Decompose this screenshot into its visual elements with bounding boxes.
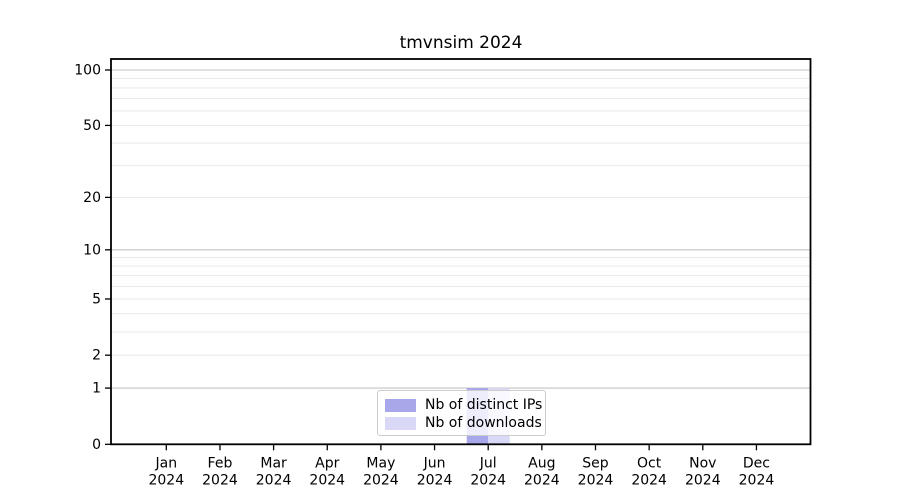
svg-text:Jan: Jan <box>155 455 178 471</box>
decade-gridlines <box>111 69 811 389</box>
svg-text:5: 5 <box>92 291 101 307</box>
svg-text:2024: 2024 <box>309 472 345 488</box>
svg-text:Apr: Apr <box>315 455 339 471</box>
svg-text:50: 50 <box>83 118 101 134</box>
legend-label-downloads: Nb of downloads <box>425 415 542 431</box>
svg-text:Sep: Sep <box>582 455 609 471</box>
svg-text:2024: 2024 <box>256 472 292 488</box>
y-axis: 0 1 2 5 10 20 50 100 <box>74 62 111 453</box>
svg-text:Aug: Aug <box>528 455 555 471</box>
plot-border <box>110 58 812 446</box>
legend-swatch-distinct-ips <box>385 398 416 412</box>
svg-text:2024: 2024 <box>685 472 721 488</box>
svg-text:Nov: Nov <box>689 455 716 471</box>
svg-text:Mar: Mar <box>260 455 287 471</box>
svg-text:Oct: Oct <box>637 455 662 471</box>
legend-swatch-downloads <box>385 416 416 430</box>
minor-gridlines <box>111 77 811 356</box>
legend: Nb of distinct IPs Nb of downloads <box>377 390 546 436</box>
svg-text:Jun: Jun <box>423 455 446 471</box>
svg-text:100: 100 <box>74 62 101 78</box>
legend-item-downloads: Nb of downloads <box>385 414 542 432</box>
svg-text:2024: 2024 <box>202 472 238 488</box>
svg-text:2024: 2024 <box>578 472 614 488</box>
legend-item-distinct-ips: Nb of distinct IPs <box>385 396 542 414</box>
svg-text:2024: 2024 <box>417 472 453 488</box>
svg-text:Jul: Jul <box>479 455 497 471</box>
svg-text:Feb: Feb <box>208 455 233 471</box>
svg-text:May: May <box>366 455 395 471</box>
legend-label-distinct-ips: Nb of distinct IPs <box>425 397 543 413</box>
x-axis: Jan2024Feb2024Mar2024Apr2024May2024Jun20… <box>148 444 774 488</box>
svg-text:10: 10 <box>83 242 101 258</box>
svg-text:Dec: Dec <box>743 455 770 471</box>
svg-text:2024: 2024 <box>631 472 667 488</box>
svg-text:0: 0 <box>92 437 101 453</box>
svg-text:2024: 2024 <box>470 472 506 488</box>
svg-text:20: 20 <box>83 190 101 206</box>
svg-text:2024: 2024 <box>524 472 560 488</box>
svg-text:2: 2 <box>92 348 101 364</box>
svg-text:2024: 2024 <box>148 472 184 488</box>
chart-title: tmvnsim 2024 <box>399 33 523 53</box>
svg-text:1: 1 <box>92 381 101 397</box>
svg-text:2024: 2024 <box>739 472 775 488</box>
svg-text:2024: 2024 <box>363 472 399 488</box>
